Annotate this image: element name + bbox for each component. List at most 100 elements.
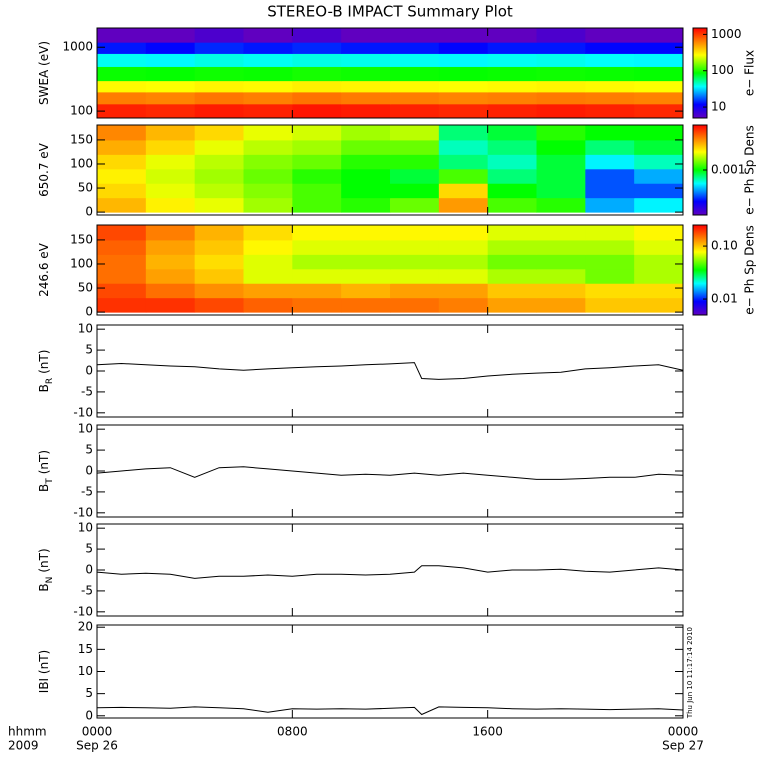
heatmap-cell <box>341 28 391 43</box>
heatmap-cell <box>585 91 635 105</box>
y-tick-label: -5 <box>81 384 93 398</box>
heatmap-cell <box>536 254 586 270</box>
heatmap-cell <box>585 154 635 170</box>
heatmap-cell <box>292 225 342 241</box>
heatmap-cell <box>487 283 537 299</box>
y-axis-label: BT (nT) <box>37 450 55 492</box>
heatmap-cell <box>145 42 196 54</box>
heatmap-cell <box>145 283 196 299</box>
heatmap-cell <box>145 53 196 67</box>
heatmap-cell <box>243 225 293 241</box>
heatmap-cell <box>634 239 684 255</box>
heatmap-cell <box>634 53 684 67</box>
heatmap-cell <box>194 283 244 299</box>
y-tick-label: 50 <box>78 181 93 195</box>
heatmap-cell <box>585 297 635 313</box>
heatmap-cell <box>390 154 440 170</box>
heatmap-cell <box>390 283 440 299</box>
heatmap-cell <box>487 168 537 184</box>
heatmap-cell <box>438 66 489 82</box>
heatmap-cell <box>292 53 342 67</box>
heatmap-cell <box>438 225 489 241</box>
y-axis-label: BR (nT) <box>37 350 55 393</box>
timestamp: Thu Jun 10 11:17:14 2010 <box>686 627 694 719</box>
heatmap-cell <box>341 254 391 270</box>
heatmap-cell <box>194 28 244 43</box>
heatmap-cell <box>536 125 586 141</box>
y-tick-label: 5 <box>85 443 93 457</box>
heatmap-cell <box>292 139 342 155</box>
heatmap-cell <box>634 28 684 43</box>
heatmap-cell <box>292 28 342 43</box>
heatmap-cell <box>243 28 293 43</box>
heatmap-cell <box>292 168 342 184</box>
y-axis-label-sub: T <box>45 478 55 485</box>
heatmap-cell <box>97 80 147 93</box>
heatmap-cell <box>634 103 684 119</box>
y-tick-label: 0 <box>85 464 93 478</box>
y-tick-label: 5 <box>85 686 93 700</box>
heatmap-cell <box>341 42 391 54</box>
heatmap-cell <box>536 239 586 255</box>
y-axis-label-main: B <box>37 583 51 591</box>
y-axis-label: SWEA (eV) <box>37 41 51 105</box>
heatmap-cell <box>487 225 537 241</box>
heatmap-cell <box>97 91 147 105</box>
heatmap-cell <box>194 80 244 93</box>
x-tick-label: 0800 <box>277 725 308 739</box>
heatmap-cell <box>536 154 586 170</box>
heatmap-cell <box>145 125 196 141</box>
heatmap-cell <box>536 66 586 82</box>
heatmap-cell <box>390 42 440 54</box>
heatmap-cell <box>438 103 489 119</box>
heatmap-cell <box>487 197 537 213</box>
heatmap-cell <box>341 139 391 155</box>
heatmap-cell <box>536 53 586 67</box>
heatmap-cell <box>292 283 342 299</box>
heatmap-cell <box>585 254 635 270</box>
heatmap-cell <box>585 53 635 67</box>
heatmap-cell <box>438 239 489 255</box>
heatmap-cell <box>341 297 391 313</box>
heatmap-cell <box>194 91 244 105</box>
heatmap-cell <box>438 28 489 43</box>
heatmap-cell <box>341 53 391 67</box>
x-axis-label: 2009 <box>8 739 39 753</box>
heatmap-cell <box>634 125 684 141</box>
y-tick-label: 10 <box>78 422 93 436</box>
heatmap-cell <box>145 91 196 105</box>
heatmap-cell <box>438 125 489 141</box>
heatmap-cell <box>585 197 635 213</box>
x-date-label: Sep 27 <box>662 739 704 753</box>
heatmap-cell <box>292 197 342 213</box>
heatmap-cell <box>145 239 196 255</box>
heatmap-cell <box>585 239 635 255</box>
heatmap-cell <box>390 66 440 82</box>
y-tick-label: 150 <box>70 232 93 246</box>
heatmap-cell <box>194 225 244 241</box>
heatmap-cell <box>243 239 293 255</box>
heatmap-cell <box>341 283 391 299</box>
heatmap-cell <box>390 168 440 184</box>
heatmap-cell <box>243 80 293 93</box>
colorbar-tick-label: 10 <box>711 100 726 114</box>
y-axis-label-main: B <box>37 384 51 392</box>
heatmap-cell <box>243 66 293 82</box>
heatmap-cell <box>194 125 244 141</box>
heatmap-cell <box>585 183 635 199</box>
line-series <box>96 565 684 579</box>
heatmap-cell <box>536 139 586 155</box>
colorbar-tick-label: 100 <box>711 63 734 77</box>
y-axis-label-unit: (nT) <box>37 548 51 572</box>
heatmap-cell <box>243 283 293 299</box>
heatmap-cell <box>634 268 684 284</box>
heatmap-cell <box>585 28 635 43</box>
heatmap-cell <box>438 42 489 54</box>
heatmap-cell <box>487 103 537 119</box>
heatmap-cell <box>145 297 196 313</box>
heatmap-cell <box>194 168 244 184</box>
heatmap-cell <box>97 66 147 82</box>
heatmap-cell <box>97 168 147 184</box>
y-tick-label: 0 <box>85 305 93 319</box>
